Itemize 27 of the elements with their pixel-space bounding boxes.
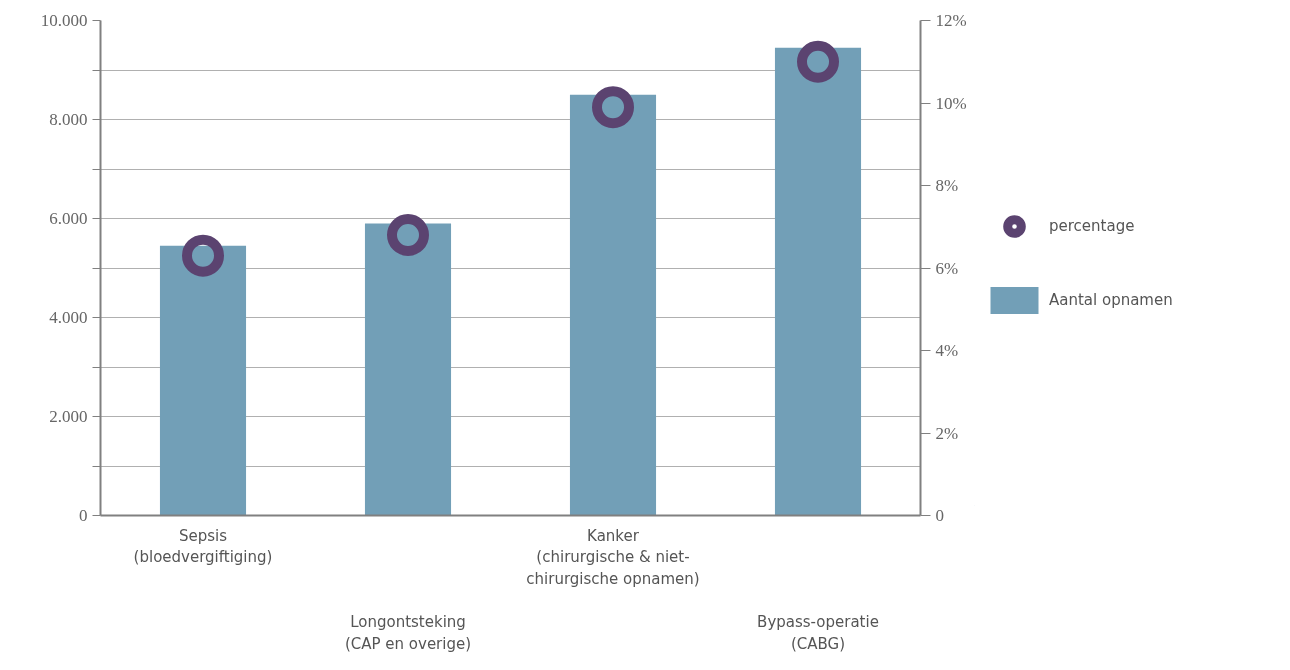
- y-tick-label: 8.000: [49, 110, 88, 129]
- bar: [569, 94, 657, 516]
- y-tick-label: 2.000: [49, 407, 88, 426]
- y2-tick-label: 0: [935, 506, 944, 525]
- x-tick-label: Kanker (chirurgische & niet- chirurgische opnamen): [526, 526, 700, 588]
- point: [387, 214, 429, 256]
- y-tick-label: 10.000: [40, 11, 88, 30]
- y2-tick-label: 8%: [935, 176, 959, 195]
- bar: [364, 223, 452, 516]
- point: [182, 234, 224, 277]
- y-tick-label: 6.000: [49, 209, 88, 228]
- x-tick-label: Bypass-operatie (CABG): [757, 612, 879, 653]
- x-tick-label: Longontsteking (CAP en overige): [344, 612, 472, 653]
- y-tick-label: 4.000: [49, 308, 88, 327]
- y2-tick-label: 2%: [935, 423, 959, 443]
- y2-tick-label: 12%: [935, 11, 967, 30]
- bar: [774, 47, 862, 516]
- legend-label: Aantal opnamen: [1049, 290, 1173, 309]
- point: [592, 86, 634, 129]
- y-tick-label: 0: [79, 506, 88, 525]
- point: [797, 40, 839, 83]
- x-tick-label: Sepsis (bloedvergiftiging): [133, 526, 273, 567]
- y2-tick-label: 4%: [935, 341, 959, 360]
- legend-label: percentage: [1049, 216, 1135, 235]
- y2-tick-label: 6%: [935, 258, 959, 278]
- y2-tick-label: 10%: [935, 93, 967, 113]
- bar: [159, 245, 247, 516]
